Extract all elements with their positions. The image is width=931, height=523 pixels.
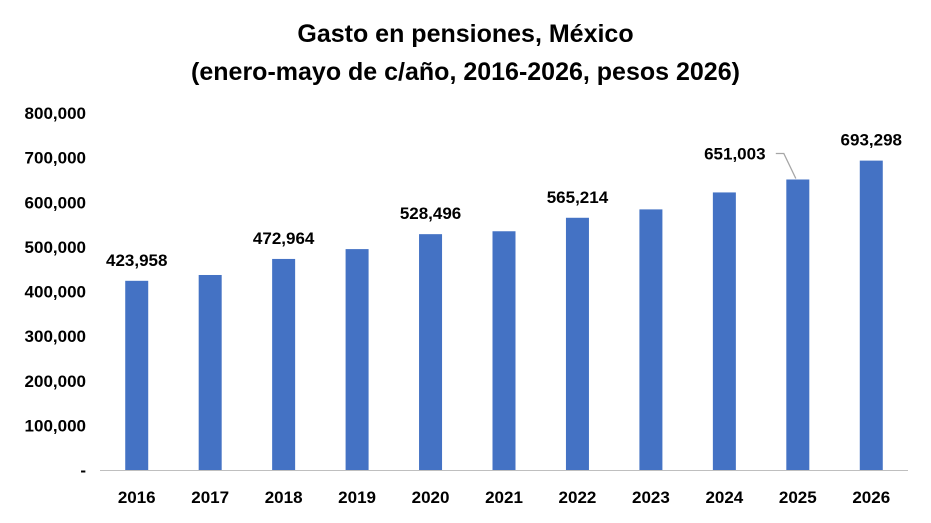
data-label-leader-line <box>775 152 797 179</box>
x-tick-label: 2023 <box>632 488 670 507</box>
data-label-2016: 423,958 <box>106 251 167 270</box>
x-tick-label: 2016 <box>118 488 156 507</box>
chart-title-line-1: Gasto en pensiones, México <box>297 20 634 48</box>
bar-2022 <box>565 217 589 470</box>
bar-2016 <box>125 280 149 470</box>
data-label-2018: 472,964 <box>253 229 315 248</box>
bar-2021 <box>492 231 516 470</box>
y-tick-label: 100,000 <box>25 416 86 435</box>
x-tick-label: 2022 <box>559 488 597 507</box>
x-tick-label: 2017 <box>191 488 229 507</box>
bar-2025 <box>786 179 810 470</box>
x-tick-label: 2026 <box>852 488 890 507</box>
y-tick-label: 500,000 <box>25 238 86 257</box>
y-tick-label: 300,000 <box>25 327 86 346</box>
bar-2023 <box>639 209 663 470</box>
x-tick-label: 2025 <box>779 488 817 507</box>
y-tick-label: 700,000 <box>25 149 86 168</box>
x-tick-label: 2024 <box>705 488 743 507</box>
y-tick-label: 200,000 <box>25 372 86 391</box>
y-tick-label: 600,000 <box>25 193 86 212</box>
data-label-2025: 651,003 <box>704 144 765 163</box>
x-tick-label: 2019 <box>338 488 376 507</box>
chart-title-line-2: (enero-mayo de c/año, 2016-2026, pesos 2… <box>191 58 740 86</box>
data-label-2022: 565,214 <box>547 188 609 207</box>
x-tick-label: 2021 <box>485 488 523 507</box>
bar-2017 <box>198 274 222 470</box>
data-label-2020: 528,496 <box>400 204 461 223</box>
bar-2018 <box>272 258 296 470</box>
y-tick-label: - <box>80 461 86 480</box>
x-tick-label: 2020 <box>412 488 450 507</box>
bar-2020 <box>419 234 443 470</box>
y-tick-label: 400,000 <box>25 283 86 302</box>
bar-2024 <box>712 192 736 470</box>
data-label-2026: 693,298 <box>841 131 902 150</box>
bar-2019 <box>345 249 369 470</box>
y-tick-label: 800,000 <box>25 104 86 123</box>
bar-2026 <box>859 160 883 470</box>
x-tick-label: 2018 <box>265 488 303 507</box>
